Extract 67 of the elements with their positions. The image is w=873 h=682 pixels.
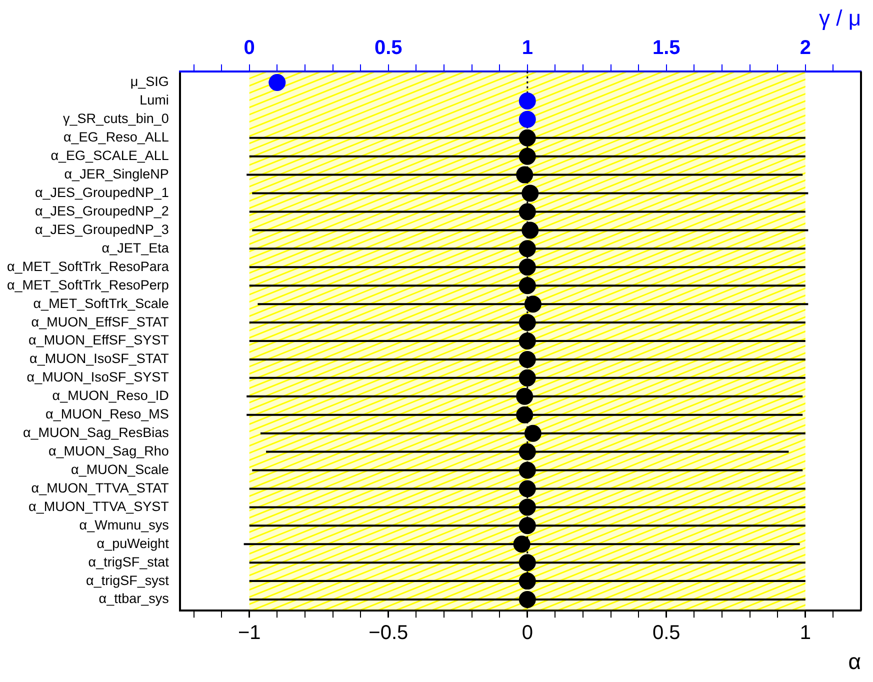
y-tick-label: α_MUON_TTVA_STAT — [31, 480, 169, 496]
y-tick-label: α_MUON_IsoSF_SYST — [26, 370, 169, 385]
y-tick-label: Lumi — [140, 92, 169, 108]
y-tick-label: α_MUON_Sag_Rho — [48, 444, 169, 459]
y-tick-label: α_JER_SingleNP — [64, 166, 169, 182]
y-tick-label: α_MET_SoftTrk_ResoPerp — [6, 277, 169, 292]
point — [518, 240, 536, 258]
point — [518, 148, 536, 165]
y-tick-label: α_EG_SCALE_ALL — [50, 148, 170, 164]
x2-tick-label: 1 — [522, 36, 533, 59]
x-tick-label: 1 — [800, 622, 811, 644]
y-tick-label: α_JES_GroupedNP_2 — [34, 203, 169, 218]
point — [518, 129, 536, 146]
y-tick-label: γ_SR_cuts_bin_0 — [63, 111, 169, 126]
point — [518, 572, 536, 590]
point — [518, 462, 536, 479]
point — [518, 443, 536, 460]
point — [518, 498, 536, 516]
y-tick-label: α_JET_Eta — [102, 240, 170, 256]
y-tick-label: α_MUON_EffSF_STAT — [31, 314, 169, 330]
x-tick-label: 0.5 — [652, 622, 680, 644]
point — [518, 517, 536, 534]
point — [518, 258, 536, 276]
x2-axis-title: γ / μ — [818, 5, 861, 30]
x-axis-title: α — [848, 648, 862, 674]
y-tick-label: α_Wmunu_sys — [79, 517, 170, 532]
y-tick-label: α_trigSF_syst — [86, 572, 170, 588]
x2-tick-label: 0 — [244, 36, 255, 59]
point — [524, 424, 542, 442]
x-tick-label: 0 — [522, 622, 533, 644]
y-tick-label: α_puWeight — [96, 536, 170, 551]
point — [518, 350, 536, 368]
point — [524, 296, 542, 313]
point — [518, 369, 536, 386]
y-tick-label: α_JES_GroupedNP_3 — [34, 222, 169, 237]
point — [518, 277, 536, 294]
y-tick-label: α_MUON_Scale — [71, 462, 169, 477]
point — [518, 554, 536, 572]
point — [522, 222, 539, 239]
x2-tick-label: 1.5 — [652, 36, 680, 59]
point — [518, 480, 536, 498]
y-tick-label: α_EG_Reso_ALL — [63, 130, 170, 145]
x-tick-label: −1 — [238, 622, 261, 644]
x2-tick-label: 2 — [800, 36, 811, 59]
y-tick-label: α_MUON_EffSF_SYST — [28, 332, 169, 348]
y-tick-label: α_trigSF_stat — [88, 554, 170, 570]
point — [516, 166, 534, 184]
point — [518, 591, 536, 608]
y-tick-label: α_MUON_TTVA_SYST — [28, 498, 169, 514]
y-tick-label: α_JES_GroupedNP_1 — [34, 184, 169, 200]
y-tick-label: α_MUON_IsoSF_STAT — [30, 351, 169, 366]
y-tick-label: α_MUON_Sag_ResBias — [22, 425, 170, 440]
x-tick-label: −0.5 — [368, 622, 408, 644]
y-tick-label: α_MET_SoftTrk_ResoPara — [6, 258, 170, 274]
x2-tick-label: 0.5 — [374, 36, 402, 59]
point — [516, 406, 534, 424]
y-tick-label: α_MET_SoftTrk_Scale — [33, 296, 169, 311]
y-tick-label: α_MUON_Reso_MS — [46, 406, 169, 422]
point — [518, 203, 536, 220]
point — [518, 332, 536, 350]
point — [522, 184, 539, 202]
y-tick-label: α_ttbar_sys — [98, 591, 170, 606]
point — [518, 314, 536, 332]
y-tick-label: α_MUON_Reso_ID — [52, 388, 170, 404]
point — [513, 536, 530, 553]
y-tick-label: μ_SIG — [130, 74, 169, 90]
point — [516, 388, 534, 405]
